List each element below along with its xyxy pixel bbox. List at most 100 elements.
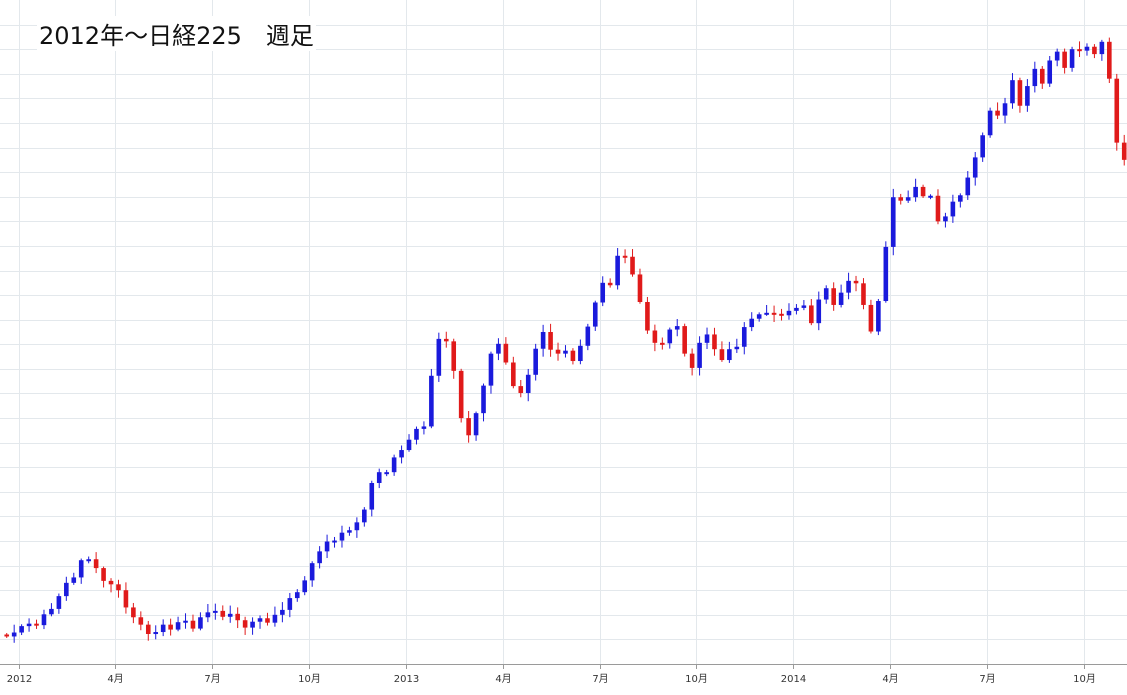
candle — [697, 336, 702, 376]
x-tick-label: 10月 — [685, 673, 708, 685]
candle — [1054, 48, 1060, 67]
candle — [78, 558, 84, 584]
candle — [436, 332, 442, 382]
grid — [0, 0, 1127, 664]
candle — [585, 323, 591, 351]
candle — [56, 593, 62, 614]
candle — [898, 193, 904, 205]
x-tick-label: 4月 — [495, 673, 511, 685]
candle — [600, 276, 606, 307]
candle — [1010, 73, 1015, 109]
candle — [980, 132, 985, 162]
candle — [987, 107, 993, 138]
candle — [972, 152, 978, 186]
candle — [592, 300, 598, 331]
x-tick-label: 2012 — [7, 674, 32, 685]
candle — [4, 633, 10, 638]
candle — [354, 517, 360, 538]
candle — [41, 609, 47, 630]
candle — [548, 323, 553, 357]
candle — [488, 351, 494, 394]
candle — [928, 194, 933, 200]
candle — [749, 312, 755, 332]
candle — [1069, 46, 1075, 72]
candle — [384, 469, 389, 477]
candle — [540, 324, 546, 357]
candle — [324, 534, 330, 559]
candle — [965, 171, 971, 200]
candle — [473, 411, 479, 441]
candle — [622, 249, 628, 264]
candle — [213, 603, 218, 620]
candle — [339, 525, 345, 548]
candle — [294, 589, 300, 602]
x-tick-label: 7月 — [204, 673, 220, 685]
candle — [674, 319, 680, 337]
candles — [4, 37, 1127, 643]
candle — [414, 426, 419, 445]
candle — [205, 603, 211, 623]
candle — [1092, 44, 1097, 59]
candle — [533, 343, 538, 381]
candle — [1032, 61, 1038, 93]
x-axis: 20124月7月10月20134月7月10月20144月7月10月20154月7… — [0, 664, 1127, 685]
candle — [689, 348, 695, 376]
candle — [421, 421, 427, 435]
candle — [257, 615, 263, 629]
candle — [302, 576, 308, 596]
candle — [935, 189, 941, 225]
candle — [145, 620, 151, 641]
x-tick-label: 4月 — [882, 673, 898, 685]
candle — [481, 383, 486, 422]
candle — [645, 296, 650, 334]
candle — [511, 356, 516, 389]
candle — [227, 605, 233, 623]
candle — [846, 272, 851, 300]
candle — [11, 624, 17, 643]
candle — [518, 380, 524, 398]
candle — [660, 337, 665, 350]
candle — [667, 327, 673, 349]
candle — [168, 618, 173, 636]
candle — [831, 282, 836, 311]
candle — [190, 614, 196, 632]
x-tick-label: 10月 — [1073, 673, 1096, 685]
candle — [555, 342, 561, 361]
candle — [160, 619, 166, 637]
candle — [347, 526, 352, 536]
candle — [682, 323, 687, 357]
candle — [1099, 39, 1105, 61]
candle — [317, 546, 322, 569]
candle — [786, 303, 792, 320]
candle — [615, 248, 620, 290]
candle — [823, 285, 829, 304]
candle — [220, 605, 226, 621]
x-tick-label: 2013 — [394, 674, 419, 685]
candle — [131, 602, 136, 624]
candle — [458, 368, 464, 423]
candle — [26, 618, 32, 632]
chart-title: 2012年～日経225 週足 — [37, 16, 316, 51]
candle — [995, 102, 1000, 120]
candle — [1107, 37, 1112, 84]
candle — [652, 324, 658, 352]
candle — [49, 603, 54, 617]
candle — [108, 578, 114, 593]
candle — [764, 304, 769, 316]
candle — [86, 556, 91, 564]
candle — [71, 572, 77, 585]
candle — [123, 582, 129, 614]
candle — [451, 338, 457, 379]
candle — [719, 341, 725, 362]
candle — [242, 616, 248, 635]
candle — [794, 304, 799, 315]
candle — [19, 624, 24, 636]
candle — [801, 300, 807, 311]
candle — [34, 619, 39, 629]
candle — [525, 368, 531, 402]
candle — [563, 345, 568, 358]
candle — [93, 552, 99, 574]
x-tick-label: 2014 — [781, 674, 806, 685]
